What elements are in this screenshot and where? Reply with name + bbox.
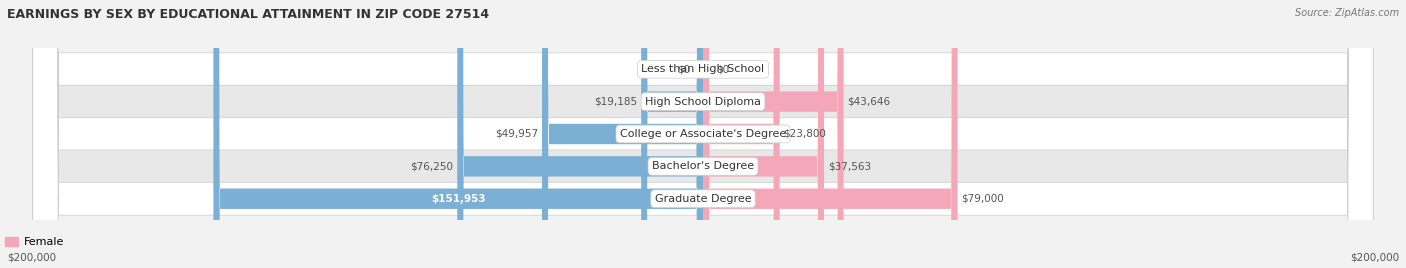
FancyBboxPatch shape bbox=[703, 0, 957, 268]
Text: $200,000: $200,000 bbox=[1350, 253, 1399, 263]
Text: $37,563: $37,563 bbox=[828, 161, 872, 171]
Text: $19,185: $19,185 bbox=[595, 97, 637, 107]
Text: $0: $0 bbox=[676, 64, 690, 74]
FancyBboxPatch shape bbox=[32, 0, 1374, 268]
FancyBboxPatch shape bbox=[214, 0, 703, 268]
Text: High School Diploma: High School Diploma bbox=[645, 97, 761, 107]
FancyBboxPatch shape bbox=[641, 0, 703, 268]
Text: $151,953: $151,953 bbox=[430, 194, 485, 204]
Legend: Male, Female: Male, Female bbox=[0, 233, 69, 252]
Text: $43,646: $43,646 bbox=[848, 97, 890, 107]
FancyBboxPatch shape bbox=[703, 0, 824, 268]
Text: $200,000: $200,000 bbox=[7, 253, 56, 263]
Text: $0: $0 bbox=[716, 64, 730, 74]
Text: $79,000: $79,000 bbox=[962, 194, 1004, 204]
Text: Graduate Degree: Graduate Degree bbox=[655, 194, 751, 204]
FancyBboxPatch shape bbox=[32, 0, 1374, 268]
Text: Bachelor's Degree: Bachelor's Degree bbox=[652, 161, 754, 171]
FancyBboxPatch shape bbox=[703, 0, 844, 268]
Text: Source: ZipAtlas.com: Source: ZipAtlas.com bbox=[1295, 8, 1399, 18]
FancyBboxPatch shape bbox=[32, 0, 1374, 268]
Text: $23,800: $23,800 bbox=[783, 129, 827, 139]
Text: EARNINGS BY SEX BY EDUCATIONAL ATTAINMENT IN ZIP CODE 27514: EARNINGS BY SEX BY EDUCATIONAL ATTAINMEN… bbox=[7, 8, 489, 21]
FancyBboxPatch shape bbox=[703, 0, 780, 268]
FancyBboxPatch shape bbox=[32, 0, 1374, 268]
Text: Less than High School: Less than High School bbox=[641, 64, 765, 74]
Text: College or Associate's Degree: College or Associate's Degree bbox=[620, 129, 786, 139]
FancyBboxPatch shape bbox=[543, 0, 703, 268]
Text: $76,250: $76,250 bbox=[411, 161, 454, 171]
Text: $49,957: $49,957 bbox=[495, 129, 538, 139]
FancyBboxPatch shape bbox=[32, 0, 1374, 268]
FancyBboxPatch shape bbox=[457, 0, 703, 268]
